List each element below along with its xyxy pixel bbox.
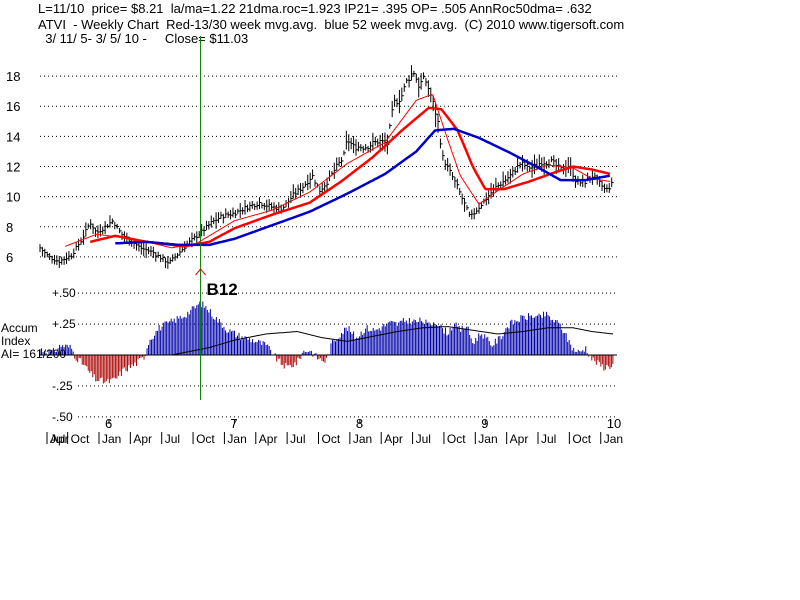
price-tick-labels: 6 8 10 12 14 16 18	[6, 69, 20, 265]
month-label: Oct	[196, 432, 215, 446]
ma52-line	[115, 127, 611, 247]
year-label: 10	[607, 416, 621, 431]
ma13-line	[64, 93, 611, 249]
month-label: Jan	[478, 432, 497, 446]
month-label: Jan	[102, 432, 121, 446]
price-tick-label: 10	[6, 190, 20, 205]
month-label: Jul	[50, 432, 65, 446]
price-tick-label: 12	[6, 160, 20, 175]
accum-tick-label: +.50	[52, 286, 76, 300]
month-label: Jan	[353, 432, 372, 446]
accum-title-line: AI= 161/200	[1, 347, 66, 361]
month-label: Oct	[447, 432, 466, 446]
header-line-2: ATVI - Weekly Chart Red-13/30 week mvg.a…	[38, 17, 625, 32]
accum-tick-labels: +.50 +.25 -.25 -.50	[52, 286, 76, 424]
month-label: Jul	[290, 432, 305, 446]
accum-tick-label: -.50	[52, 410, 73, 424]
header-line-3: 3/ 11/ 5- 3/ 5/ 10 - Close= $11.03	[38, 31, 249, 46]
month-label: Apr	[510, 432, 529, 446]
price-tick-label: 6	[6, 250, 13, 265]
month-label: Oct	[322, 432, 341, 446]
signal-label: B12	[207, 280, 238, 299]
header-line-1: L=11/10 price= $8.21 la/ma=1.22 21dma.ro…	[38, 1, 592, 16]
month-label: Apr	[259, 432, 278, 446]
month-label: Oct	[572, 432, 591, 446]
accum-tick-label: -.25	[52, 379, 73, 393]
price-tick-label: 16	[6, 99, 20, 114]
price-tick-label: 18	[6, 69, 20, 84]
month-label: Oct	[71, 432, 90, 446]
accum-bars	[39, 301, 617, 384]
month-label: Jan	[604, 432, 623, 446]
month-label: Apr	[50, 432, 69, 446]
price-tick-label: 14	[6, 129, 20, 144]
time-axis: 678910AprJulOctJanAprJulOctJanAprJulOctJ…	[46, 416, 623, 446]
month-label: Jul	[165, 432, 180, 446]
accum-title-line: Accum	[1, 321, 38, 335]
price-gridlines	[40, 75, 617, 258]
month-label: Apr	[133, 432, 152, 446]
accum-ma-line	[171, 326, 614, 356]
month-label: Jul	[541, 432, 556, 446]
month-label: Apr	[384, 432, 403, 446]
month-label: Jul	[416, 432, 431, 446]
accum-tick-label: +.25	[52, 317, 76, 331]
month-label: Jan	[227, 432, 246, 446]
price-tick-label: 8	[6, 220, 13, 235]
accum-title-line: Index	[1, 334, 30, 348]
signal-marker	[195, 268, 206, 276]
